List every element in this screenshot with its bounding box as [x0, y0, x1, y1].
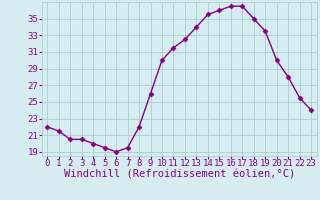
X-axis label: Windchill (Refroidissement éolien,°C): Windchill (Refroidissement éolien,°C): [64, 170, 295, 180]
